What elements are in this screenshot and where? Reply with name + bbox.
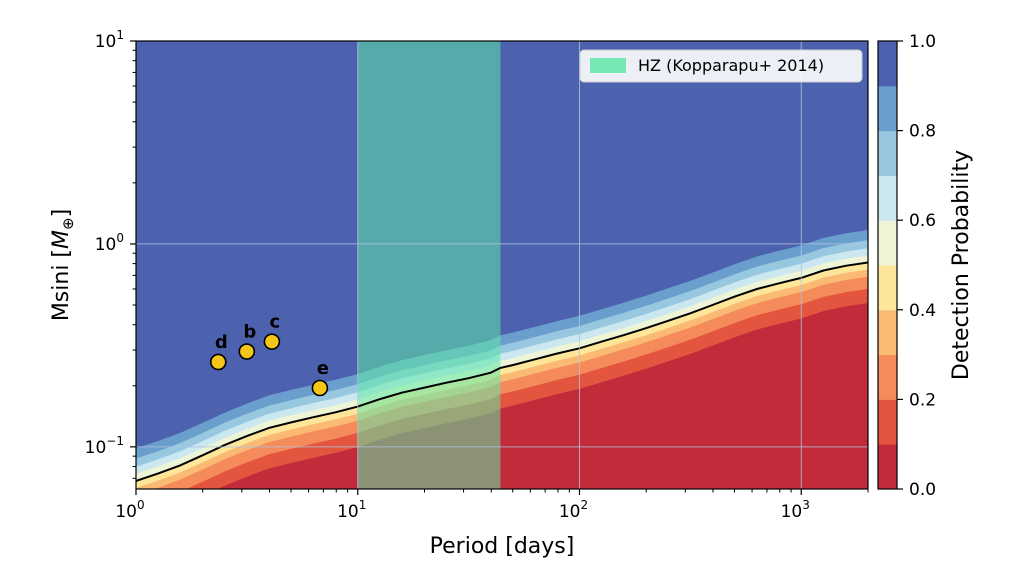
- colorbar-tick-label: 0.8: [909, 122, 936, 142]
- y-tick-label: 100: [95, 231, 124, 255]
- detection-50-curve: [136, 261, 868, 482]
- colorbar-segment-7: [878, 130, 897, 176]
- grid: [136, 41, 868, 489]
- planets: d b c e: [209, 312, 329, 397]
- y-axis-label-subscript: ⊕: [59, 217, 77, 230]
- legend-hz-label: HZ (Kopparapu+ 2014): [638, 56, 824, 75]
- planet-c-marker: [263, 333, 281, 350]
- axis-ticks: 100 101 102 103 10−1 100 101: [85, 28, 869, 522]
- planet-d-label: d: [215, 332, 228, 353]
- colorbar-segment-3: [878, 309, 897, 356]
- x-tick-label: 102: [559, 498, 588, 522]
- planet-d-marker: [209, 353, 227, 371]
- colorbar-tick-label: 0.6: [909, 211, 936, 231]
- planet-b-marker: [238, 343, 256, 360]
- y-axis-label: Msini [M⊕]: [49, 209, 77, 321]
- colorbar-segment-0: [878, 444, 897, 490]
- colorbar-segment-4: [878, 265, 897, 311]
- colorbar-tick-label: 0.4: [909, 301, 936, 321]
- colorbar-segment-1: [878, 399, 897, 445]
- legend: HZ (Kopparapu+ 2014): [579, 49, 863, 83]
- colorbar: 0.0 0.2 0.4 0.6 0.8 1.0: [877, 32, 936, 500]
- planet-b-label: b: [243, 322, 256, 343]
- colorbar-segment-6: [878, 175, 897, 221]
- plot-area: [136, 41, 868, 489]
- planet-e-marker: [311, 379, 329, 397]
- colorbar-label: Detection Probability: [949, 150, 974, 380]
- x-tick-label: 101: [337, 498, 366, 522]
- legend-box: [579, 49, 863, 83]
- colorbar-tick-label: 0.2: [909, 390, 936, 410]
- plot-frame: [135, 40, 869, 490]
- x-tick-label: 100: [115, 498, 144, 522]
- colorbar-segment-5: [878, 220, 897, 266]
- x-tick-label: 103: [781, 498, 810, 522]
- colorbar-border: [877, 40, 898, 490]
- planet-e-label: e: [317, 358, 329, 379]
- y-axis-label-end: ]: [49, 209, 74, 218]
- colorbar-segment-2: [878, 354, 897, 400]
- legend-hz-swatch: [590, 58, 626, 73]
- colorbar-segment-9: [878, 41, 897, 87]
- x-axis-label: Period [days]: [430, 534, 575, 559]
- y-axis-label-main: Msini [: [49, 249, 74, 321]
- planet-c-label: c: [270, 312, 281, 333]
- colorbar-tick-label: 1.0: [909, 32, 936, 52]
- habitable-zone-band: [357, 41, 501, 489]
- y-tick-label: 101: [95, 28, 124, 52]
- y-tick-label: 10−1: [85, 434, 124, 458]
- y-axis-label-symbol: M: [49, 230, 74, 249]
- colorbar-segment-8: [878, 85, 897, 132]
- plot-border: [135, 40, 869, 490]
- colorbar-tick-label: 0.0: [909, 480, 936, 500]
